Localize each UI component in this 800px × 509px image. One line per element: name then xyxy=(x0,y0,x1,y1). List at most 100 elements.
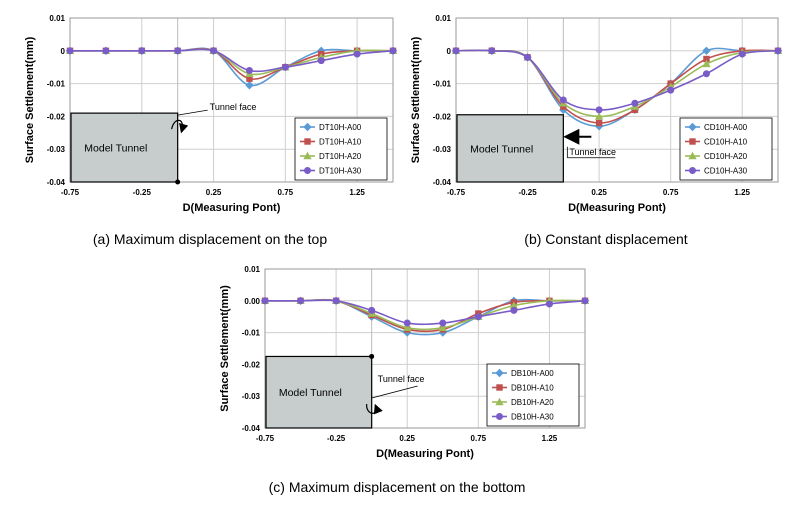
data-point xyxy=(353,50,361,58)
data-point xyxy=(389,47,397,55)
data-point xyxy=(261,297,269,305)
chart-panel-b: 0.01 0 -0.01 -0.02 -0.03 -0.04-0.75 -0.25 0.25 0… xyxy=(410,14,783,247)
x-tick-label: 1.25 xyxy=(349,188,365,197)
x-tick-label: 1.25 xyxy=(734,188,750,197)
plot-frame xyxy=(455,17,779,183)
data-point xyxy=(368,306,376,314)
tunnel-face-label: Tunnel face xyxy=(569,147,616,157)
x-tick-label: 0.75 xyxy=(278,188,294,197)
legend-label: CD10H-A30 xyxy=(704,167,748,176)
data-point xyxy=(452,47,460,55)
data-point xyxy=(496,413,503,420)
x-tick-label: 0.25 xyxy=(206,188,222,197)
legend-label: DT10H-A00 xyxy=(319,123,362,132)
series-line-0 xyxy=(70,47,393,87)
plot-frame xyxy=(69,17,394,183)
data-point xyxy=(403,323,412,332)
x-axis-title: D(Measuring Pont) xyxy=(376,448,474,460)
figure-caption: (c) Maximum displacement on the bottom xyxy=(269,479,526,495)
legend-label: DB10H-A00 xyxy=(511,369,554,378)
y-tick-label: -0.02 xyxy=(433,112,452,121)
data-point xyxy=(703,55,710,63)
x-tick-label: 0.75 xyxy=(663,188,679,197)
chart-panel-c: 0.01 0.00 -0.01 -0.02 -0.03 -0.04-0.75 -0.25 0.… xyxy=(219,265,590,495)
x-tick-label: -0.25 xyxy=(133,188,152,197)
y-tick-label: -0.04 xyxy=(433,178,452,187)
data-point xyxy=(595,119,603,127)
data-point xyxy=(304,167,311,174)
y-tick-label: -0.04 xyxy=(242,424,261,433)
data-point xyxy=(495,397,504,406)
data-point xyxy=(689,138,696,145)
data-point xyxy=(246,75,253,82)
y-axis-title: Surface Settlement(mm) xyxy=(24,36,36,163)
tunnel-face-label: Tunnel face xyxy=(378,374,425,384)
y-tick-label: -0.01 xyxy=(47,80,66,89)
data-point xyxy=(509,301,519,309)
y-tick-label: 0.01 xyxy=(435,14,451,23)
y-axis-title: Surface Settlement(mm) xyxy=(219,285,231,412)
y-tick-label: -0.01 xyxy=(242,329,261,338)
data-point xyxy=(774,47,782,55)
tunnel-face-arrow xyxy=(171,119,189,134)
series-line-1 xyxy=(455,49,779,124)
data-point xyxy=(524,53,532,61)
data-point xyxy=(102,47,110,55)
data-point xyxy=(594,112,604,120)
series-line-3 xyxy=(264,299,586,326)
x-axis-title: D(Measuring Pont) xyxy=(183,202,281,214)
plot-frame xyxy=(264,268,586,429)
data-point xyxy=(688,122,697,132)
data-point xyxy=(138,47,146,55)
data-point xyxy=(702,70,710,78)
model-tunnel-label: Model Tunnel xyxy=(84,143,147,155)
tunnel-face-leader xyxy=(371,385,418,399)
data-point xyxy=(304,138,311,145)
data-point xyxy=(439,319,447,327)
tunnel-face-arrow xyxy=(366,403,383,415)
y-tick-label: -0.04 xyxy=(47,178,66,187)
data-point xyxy=(560,103,567,110)
y-tick-label: 0.00 xyxy=(244,297,260,306)
x-tick-label: -0.25 xyxy=(327,434,346,443)
data-point xyxy=(303,122,312,132)
data-point xyxy=(595,106,603,114)
figure-caption: (b) Constant displacement xyxy=(524,231,688,247)
y-tick-label: -0.03 xyxy=(242,392,261,401)
data-point xyxy=(245,66,253,74)
model-tunnel-label: Model Tunnel xyxy=(470,143,533,155)
x-tick-label: -0.25 xyxy=(518,188,537,197)
y-tick-label: -0.03 xyxy=(47,145,66,154)
data-point xyxy=(702,46,711,55)
model-tunnel-box xyxy=(70,112,179,183)
x-tick-label: 1.25 xyxy=(542,434,558,443)
tunnel-face-point xyxy=(175,179,181,185)
legend-label: DT10H-A10 xyxy=(319,138,362,147)
y-tick-label: 0.01 xyxy=(49,14,65,23)
x-axis-title: D(Measuring Pont) xyxy=(568,202,666,214)
data-point xyxy=(510,306,518,314)
legend-label: DT10H-A30 xyxy=(319,167,362,176)
chart-panel-a: 0.01 0 -0.01 -0.02 -0.03 -0.04-0.75 -0.25 0.25 0… xyxy=(24,14,398,247)
data-point xyxy=(66,47,74,55)
data-point xyxy=(631,106,639,114)
data-point xyxy=(581,297,589,305)
legend-label: CD10H-A20 xyxy=(704,152,748,161)
data-point xyxy=(438,323,447,332)
data-point xyxy=(688,151,697,160)
y-tick-label: -0.01 xyxy=(433,80,452,89)
data-point xyxy=(174,47,182,55)
data-point xyxy=(559,96,567,104)
model-tunnel-box xyxy=(265,355,373,429)
data-point xyxy=(317,57,325,65)
y-tick-label: 0 xyxy=(447,47,452,56)
data-point xyxy=(403,319,411,327)
tunnel-face-label: Tunnel face xyxy=(210,102,257,112)
data-point xyxy=(495,368,504,378)
y-tick-label: 0.01 xyxy=(244,265,260,274)
model-tunnel-label: Model Tunnel xyxy=(279,387,342,399)
data-point xyxy=(474,313,482,321)
legend-label: CD10H-A10 xyxy=(704,138,748,147)
legend-label: DB10H-A30 xyxy=(511,413,554,422)
